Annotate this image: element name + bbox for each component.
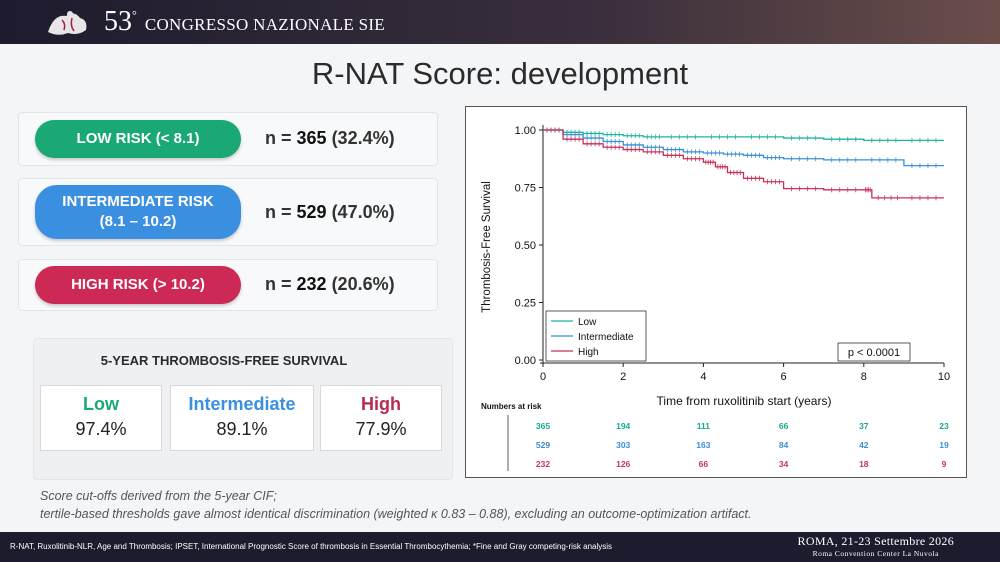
x-tick-label: 0 bbox=[540, 371, 546, 383]
y-axis-label: Thrombosis-Free Survival bbox=[481, 181, 493, 313]
risk-table-cell: 9 bbox=[942, 459, 947, 469]
x-axis-label: Time from ruxolitinib start (years) bbox=[657, 394, 832, 408]
sie-logo-icon bbox=[48, 11, 87, 35]
km-chart: 0.00 0.25 0.50 0.75 1.00 0 2 4 6 8 10 Thrombosis-F… bbox=[481, 125, 950, 471]
x-tick-label: 4 bbox=[700, 371, 706, 383]
header-bar: 53° CONGRESSO NAZIONALE SIE bbox=[0, 0, 1000, 44]
risk-count-intermediate-value: 529 bbox=[296, 202, 327, 222]
risk-table-cell: 529 bbox=[536, 440, 550, 450]
footer-bar: R-NAT, Ruxolitinib-NLR, Age and Thrombos… bbox=[0, 532, 1000, 562]
legend: Low Intermediate High bbox=[545, 310, 647, 362]
risk-table-cell: 66 bbox=[779, 421, 789, 431]
risk-card-low: LOW RISK (< 8.1) n = 365 (32.4%) bbox=[18, 112, 438, 166]
risk-count-intermediate: n = 529 (47.0%) bbox=[265, 202, 395, 222]
survival-box-intermediate: Intermediate 89.1% bbox=[170, 385, 314, 451]
x-tick-label: 6 bbox=[781, 371, 787, 383]
risk-table-cell: 19 bbox=[939, 440, 949, 450]
survival-panel: 5-YEAR THROMBOSIS-FREE SURVIVAL Low 97.4… bbox=[33, 338, 453, 480]
risk-table-cell: 232 bbox=[536, 459, 550, 469]
x-tick-label: 10 bbox=[938, 371, 950, 383]
risk-table-cell: 194 bbox=[616, 421, 630, 431]
y-tick-label: 1.00 bbox=[515, 125, 536, 137]
x-tick-label: 8 bbox=[861, 371, 867, 383]
risk-table-cell: 84 bbox=[779, 440, 789, 450]
km-curve-low bbox=[543, 129, 944, 141]
risk-pill-intermediate: INTERMEDIATE RISK (8.1 – 10.2) bbox=[35, 185, 241, 239]
congress-number-sup: ° bbox=[132, 8, 137, 22]
survival-box-high: High 77.9% bbox=[320, 385, 442, 451]
risk-count-low: n = 365 (32.4%) bbox=[265, 128, 395, 148]
survival-value-intermediate: 89.1% bbox=[216, 419, 268, 439]
risk-card-high: HIGH RISK (> 10.2) n = 232 (20.6%) bbox=[18, 259, 438, 311]
km-curve-high bbox=[543, 129, 944, 199]
risk-table-cell: 111 bbox=[697, 421, 711, 431]
risk-table-cell: 18 bbox=[859, 459, 869, 469]
risk-pill-high: HIGH RISK (> 10.2) bbox=[35, 266, 241, 304]
km-curve-intermediate bbox=[543, 129, 944, 167]
km-chart-frame: 0.00 0.25 0.50 0.75 1.00 0 2 4 6 8 10 Thrombosis-F… bbox=[465, 106, 967, 478]
footnote: Score cut-offs derived from the 5-year C… bbox=[40, 487, 751, 523]
risk-count-high: n = 232 (20.6%) bbox=[265, 274, 395, 294]
legend-low: Low bbox=[578, 317, 597, 328]
y-tick-label: 0.75 bbox=[515, 183, 536, 195]
risk-table-cell: 37 bbox=[859, 421, 869, 431]
pvalue-box: p < 0.0001 bbox=[837, 342, 911, 362]
y-tick-label: 0.25 bbox=[515, 298, 536, 310]
survival-box-low: Low 97.4% bbox=[40, 385, 162, 451]
survival-label-low: Low bbox=[83, 394, 119, 414]
slide-title: R-NAT Score: development bbox=[311, 56, 689, 91]
survival-label-high: High bbox=[361, 394, 401, 414]
risk-table-cell: 163 bbox=[696, 440, 710, 450]
congress-title: 53° CONGRESSO NAZIONALE SIE bbox=[104, 6, 385, 38]
footnote-line2: tertile-based thresholds gave almost ide… bbox=[40, 507, 752, 521]
venue-line2: Roma Convention Center La Nuvola bbox=[812, 549, 939, 558]
venue-line1: ROMA, 21-23 Settembre 2026 bbox=[797, 534, 954, 548]
congress-number: 53 bbox=[104, 6, 132, 37]
survival-value-high: 77.9% bbox=[355, 419, 407, 439]
risk-table-cell: 34 bbox=[779, 459, 789, 469]
risk-count-high-value: 232 bbox=[296, 274, 327, 294]
footnote-line1: Score cut-offs derived from the 5-year C… bbox=[40, 489, 277, 503]
footer-references: R-NAT, Ruxolitinib-NLR, Age and Thrombos… bbox=[10, 542, 613, 551]
risk-table-cell: 303 bbox=[616, 440, 630, 450]
pvalue: p < 0.0001 bbox=[848, 347, 900, 359]
risk-table-cell: 23 bbox=[939, 421, 949, 431]
survival-label-intermediate: Intermediate bbox=[188, 394, 296, 414]
x-tick-label: 2 bbox=[620, 371, 626, 383]
risk-table-title: Numbers at risk bbox=[481, 402, 542, 411]
survival-title: 5-YEAR THROMBOSIS-FREE SURVIVAL bbox=[100, 353, 348, 368]
y-tick-label: 0.50 bbox=[515, 240, 536, 252]
congress-name: CONGRESSO NAZIONALE SIE bbox=[144, 15, 385, 34]
y-tick-label: 0.00 bbox=[515, 355, 536, 367]
risk-table-cell: 365 bbox=[536, 421, 550, 431]
legend-intermediate: Intermediate bbox=[578, 332, 634, 343]
risk-card-intermediate: INTERMEDIATE RISK (8.1 – 10.2) n = 529 (… bbox=[18, 178, 438, 246]
risk-pill-low: LOW RISK (< 8.1) bbox=[35, 120, 241, 158]
risk-table-cell: 42 bbox=[859, 440, 869, 450]
risk-table-cell: 126 bbox=[616, 459, 630, 469]
legend-high: High bbox=[578, 347, 599, 358]
risk-table-cell: 66 bbox=[699, 459, 709, 469]
risk-count-low-value: 365 bbox=[296, 128, 327, 148]
footer-venue: ROMA, 21-23 Settembre 2026 Roma Conventi… bbox=[798, 534, 954, 558]
survival-value-low: 97.4% bbox=[75, 419, 127, 439]
